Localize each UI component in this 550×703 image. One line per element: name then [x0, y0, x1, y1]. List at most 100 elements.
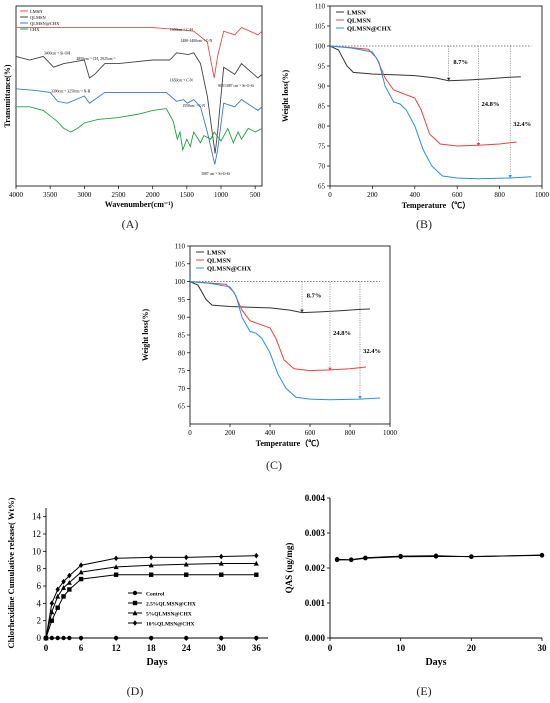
data-point-5-qlmsn-chx: [78, 569, 84, 575]
data-point: [433, 553, 439, 558]
legend-label: Control: [146, 592, 165, 598]
y-tick-label: 4: [37, 598, 42, 608]
y-tick-label: 105: [315, 23, 326, 31]
legend-label: 10%QLMSN@CHX: [146, 622, 195, 628]
peak-annotation: 1550cm⁻¹ C-N: [182, 104, 205, 108]
y-tick-label: 110: [175, 243, 186, 251]
x-tick-label: 20: [467, 643, 477, 653]
y-tick-label: 0: [37, 633, 42, 643]
y-tick-label: 90: [318, 83, 326, 91]
legend-label: CHX: [30, 27, 40, 32]
legend-label: LMSN: [30, 9, 43, 14]
legend-label: QLMSN: [30, 15, 47, 20]
x-axis-label: Temperature（℃）: [256, 438, 324, 448]
data-point-10-qlmsn-chx: [148, 554, 154, 561]
chart-panel-a: 4000 3500 3000 2500 2000 1500 1000 500 Wavenumbe…: [3, 5, 263, 209]
chart-panel-b: 0 200 400 600 800 1000 65 70 75 80 85 90 95 100 105 110…: [281, 3, 550, 211]
y-tick-label: 110: [315, 3, 326, 11]
y-tick-label: 70: [318, 163, 326, 171]
y-tick-label: 70: [178, 385, 186, 393]
y-tick-label: 85: [178, 332, 186, 340]
y-axis-label: Weight loss(%): [281, 70, 290, 123]
data-point-10-qlmsn-chx: [254, 552, 259, 559]
data-point-10-qlmsn-chx: [184, 554, 189, 561]
y-tick-label: 10: [32, 546, 42, 556]
y-tick-label: 90: [178, 314, 186, 322]
y-axis-label: QAS (ug/mg): [284, 543, 294, 594]
data-point-5-qlmsn-chx: [55, 593, 61, 599]
y-tick-label: 65: [318, 183, 326, 191]
weight-loss-annotation: 32.4%: [363, 348, 381, 355]
y-tick-label: 105: [175, 260, 186, 268]
data-point: [469, 554, 474, 559]
legend-label: QLMSN@CHX: [207, 266, 252, 273]
y-tick-label: 80: [318, 123, 326, 131]
y-tick-label: 0.002: [305, 563, 326, 573]
data-point-2-5-qlmsn-chx: [219, 572, 224, 577]
y-tick-label: 100: [315, 43, 326, 51]
peak-annotation: 1650cm⁻¹ C-N: [170, 79, 193, 83]
x-tick-label: 30: [217, 643, 227, 653]
data-point-control: [61, 635, 66, 641]
data-point-2-5-qlmsn-chx: [113, 572, 119, 577]
series-line-lmsn: [189, 281, 371, 314]
peak-annotation: 1087 cm⁻¹ Si-O-Si: [201, 172, 230, 176]
series-line-qlmsn-chx: [189, 281, 381, 401]
x-tick-label: 600: [305, 429, 316, 437]
drop-marker-arrow: [358, 396, 362, 400]
drop-marker-arrow: [476, 143, 481, 146]
data-point-10-qlmsn-chx: [49, 600, 55, 607]
data-point-5-qlmsn-chx: [253, 560, 259, 566]
data-point-2-5-qlmsn-chx: [49, 618, 55, 623]
x-tick-label: 0: [328, 191, 332, 199]
data-point-5-qlmsn-chx: [61, 585, 67, 590]
data-point-control: [219, 635, 224, 641]
data-point: [349, 557, 354, 562]
drop-marker-arrow: [328, 367, 332, 371]
series-line-lmsn: [16, 27, 263, 79]
x-tick-label: 0: [328, 643, 333, 653]
peak-annotation: 3400cm⁻¹ Si-OH: [44, 52, 70, 56]
panel-label-e: (E): [416, 684, 432, 698]
series-line-chx: [16, 106, 263, 152]
data-point-2-5-qlmsn-chx: [78, 576, 84, 582]
data-point-5-qlmsn-chx: [218, 560, 224, 566]
legend-marker: [132, 600, 138, 606]
y-tick-label: 12: [32, 529, 41, 539]
x-tick-label: 800: [345, 429, 356, 437]
data-point: [363, 555, 368, 561]
y-tick-label: 75: [178, 367, 186, 375]
weight-loss-annotation: 8.7%: [453, 59, 468, 66]
legend-label: QLMSN@CHX: [30, 21, 60, 26]
legend-marker: [132, 590, 138, 596]
data-point-10-qlmsn-chx: [219, 553, 224, 560]
y-tick-label: 95: [178, 296, 186, 304]
weight-loss-annotation: 8.7%: [307, 293, 322, 300]
panel-label-b: (B): [416, 217, 432, 231]
chart-panel-d: 0 6 12 18 24 30 3602468101214DaysChlorhexidine…: [6, 497, 268, 668]
weight-loss-annotation: 32.4%: [513, 121, 531, 128]
chart-panel-e: 0 10 20 30 0.000 0.001 0.002 0.003 0.004 Days QAS …: [284, 493, 547, 668]
legend-label: LMSN: [207, 250, 226, 257]
y-tick-label: 65: [178, 403, 186, 411]
y-tick-label: 0.000: [305, 633, 326, 643]
peak-annotation: 3390cm⁻¹ 3250cm⁻¹ N-H: [51, 89, 91, 93]
x-tick-label: 2500: [112, 191, 127, 199]
data-point-2-5-qlmsn-chx: [61, 594, 66, 599]
legend-marker: [132, 610, 138, 616]
y-axis-label: Transmittance(%): [3, 64, 12, 127]
x-tick-label: 400: [410, 191, 421, 199]
x-axis-label: Wavenumber(cm⁻¹): [105, 200, 174, 209]
data-point-5-qlmsn-chx: [148, 562, 154, 568]
y-tick-label: 0.004: [305, 493, 326, 503]
x-axis-label: Temperature（℃）: [402, 200, 470, 210]
data-point: [539, 552, 545, 558]
data-point-10-qlmsn-chx: [67, 572, 72, 579]
data-point-2-5-qlmsn-chx: [184, 572, 189, 577]
x-tick-label: 2000: [146, 191, 161, 199]
y-tick-label: 2: [37, 616, 42, 626]
peak-annotation: 1480-1400cm⁻¹ C-N: [181, 39, 213, 43]
x-tick-label: 3000: [77, 191, 92, 199]
plot-frame: [329, 5, 543, 187]
data-point-control: [148, 635, 154, 641]
